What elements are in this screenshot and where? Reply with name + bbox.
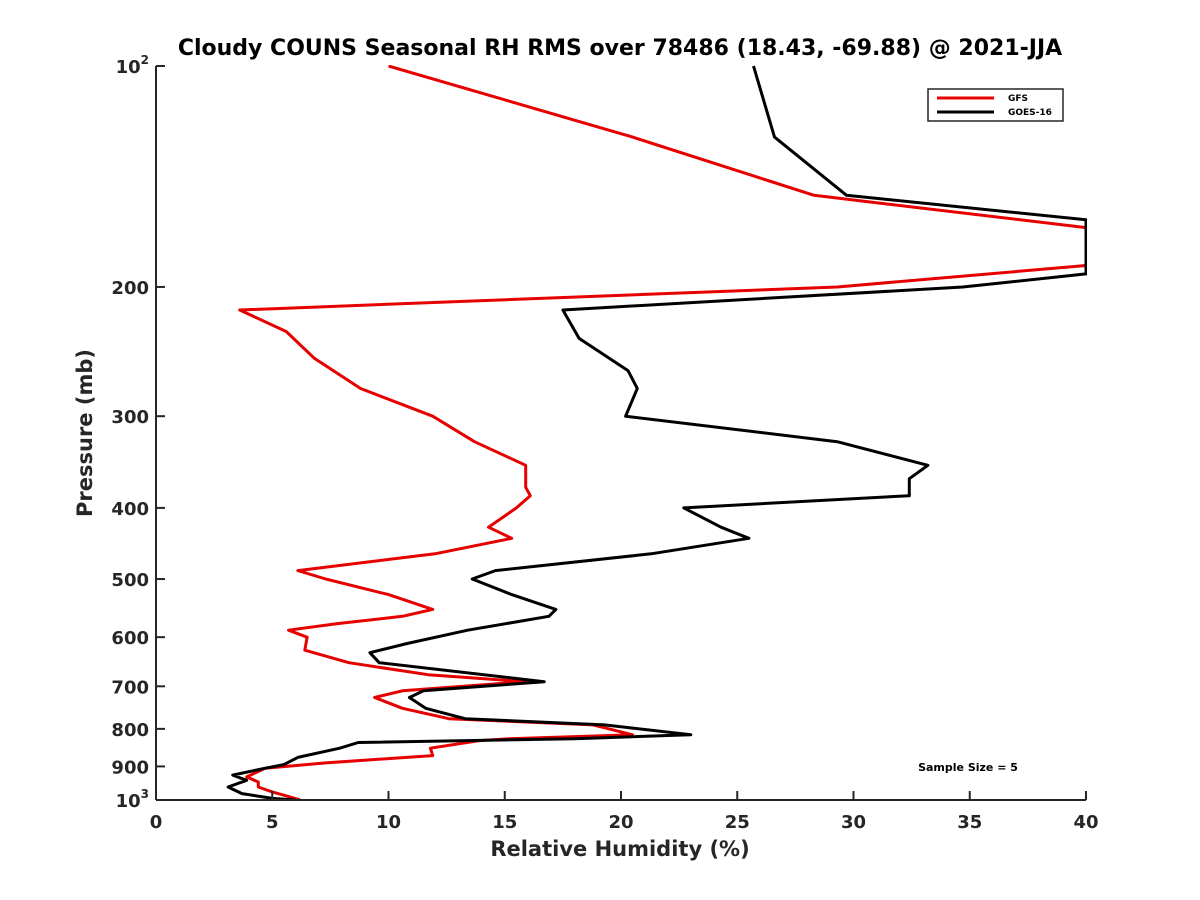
y-tick-label: 102 bbox=[116, 53, 149, 78]
legend-box bbox=[927, 88, 1064, 122]
y-axis-label: Pressure (mb) bbox=[73, 349, 97, 517]
y-tick-label: 800 bbox=[111, 720, 149, 741]
chart-title: Cloudy COUNS Seasonal RH RMS over 78486 … bbox=[178, 36, 1062, 61]
y-tick-label: 600 bbox=[111, 628, 149, 649]
x-tick-label: 10 bbox=[376, 812, 401, 833]
y-tick-label: 500 bbox=[111, 570, 149, 591]
series-line-gfs bbox=[238, 65, 1087, 801]
legend-label-gfs: GFS bbox=[1008, 94, 1028, 104]
y-tick-label: 200 bbox=[111, 278, 149, 299]
x-tick-label: 40 bbox=[1073, 812, 1098, 833]
x-axis-label: Relative Humidity (%) bbox=[490, 837, 749, 861]
y-tick-label: 400 bbox=[111, 499, 149, 520]
x-tick-label: 0 bbox=[150, 812, 163, 833]
x-tick-label: 30 bbox=[841, 812, 866, 833]
legend: GFS GOES-16 bbox=[927, 88, 1064, 122]
axes: 0 5 10 15 20 25 30 35 40 102 200 300 400 500 600 700 800… bbox=[111, 53, 1098, 833]
x-tick-label: 15 bbox=[492, 812, 517, 833]
x-tick-label: 25 bbox=[725, 812, 750, 833]
x-tick-label: 5 bbox=[266, 812, 279, 833]
y-tick-label: 900 bbox=[111, 757, 149, 778]
y-tick-label: 300 bbox=[111, 407, 149, 428]
legend-label-goes-16: GOES-16 bbox=[1008, 108, 1052, 118]
series-line-goes-16 bbox=[226, 65, 1087, 801]
x-tick-label: 35 bbox=[957, 812, 982, 833]
y-tick-label: 700 bbox=[111, 677, 149, 698]
plot-area bbox=[226, 65, 1087, 801]
sample-size-annotation: Sample Size = 5 bbox=[918, 761, 1018, 774]
x-tick-label: 20 bbox=[608, 812, 633, 833]
